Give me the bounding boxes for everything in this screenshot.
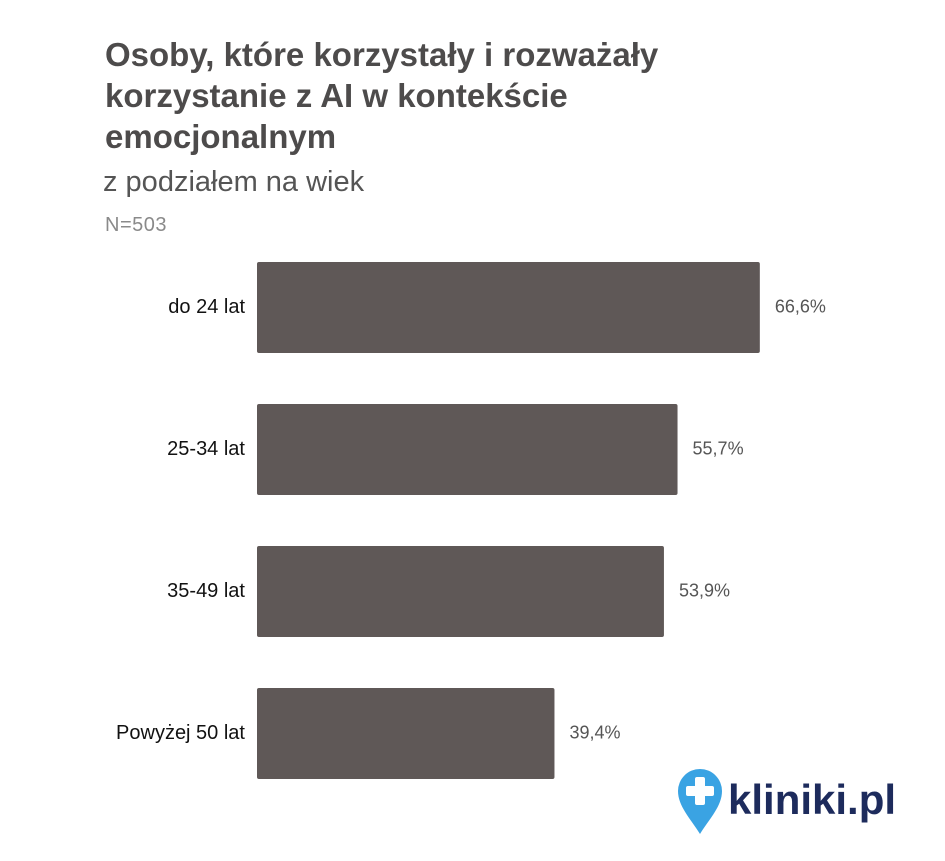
category-label: Powyżej 50 lat: [116, 722, 245, 744]
logo-text: kliniki.pl: [728, 776, 896, 823]
bar: [257, 688, 555, 779]
logo-icon: [678, 769, 722, 834]
value-label: 39,4%: [569, 722, 620, 742]
chart-title: Osoby, które korzystały i rozważały korz…: [105, 36, 659, 155]
value-label: 66,6%: [775, 296, 826, 316]
chart-subtitle: z podziałem na wiek: [103, 166, 365, 198]
category-label: 35-49 lat: [167, 580, 245, 602]
bar: [257, 262, 760, 353]
value-label: 53,9%: [679, 580, 730, 600]
sample-note: N=503: [105, 214, 167, 236]
bar: [257, 404, 678, 495]
value-label: 55,7%: [693, 438, 744, 458]
category-label: do 24 lat: [168, 296, 245, 318]
bar: [257, 546, 664, 637]
category-label: 25-34 lat: [167, 438, 245, 460]
